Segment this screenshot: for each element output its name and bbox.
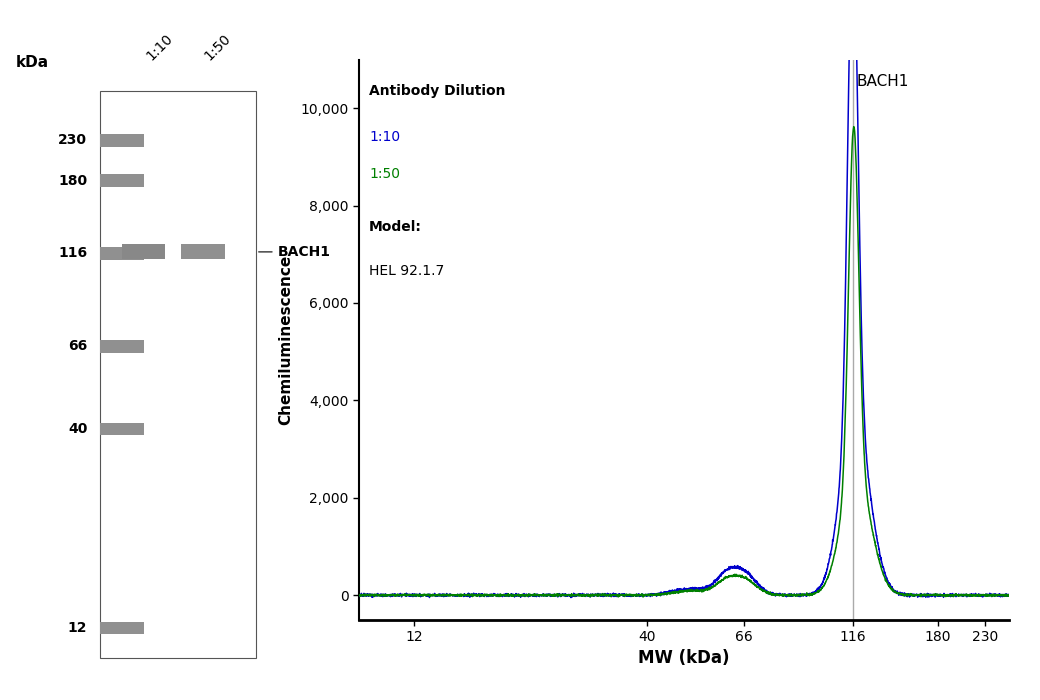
Bar <box>181 244 225 259</box>
Text: 1:50: 1:50 <box>202 32 233 63</box>
Y-axis label: Chemiluminescence: Chemiluminescence <box>278 254 293 425</box>
Text: 1:10: 1:10 <box>369 130 400 144</box>
Bar <box>100 340 144 353</box>
Bar <box>100 91 256 658</box>
Bar <box>122 244 165 259</box>
Text: HEL 92.1.7: HEL 92.1.7 <box>369 264 444 278</box>
X-axis label: MW (kDa): MW (kDa) <box>639 650 729 668</box>
Bar <box>100 174 144 187</box>
Text: kDa: kDa <box>16 55 49 70</box>
Text: 1:10: 1:10 <box>144 31 176 63</box>
Text: 230: 230 <box>58 133 87 147</box>
Text: 1:50: 1:50 <box>369 167 400 181</box>
Text: Model:: Model: <box>369 220 422 234</box>
Text: 12: 12 <box>68 621 87 635</box>
Bar <box>100 423 144 435</box>
Text: 180: 180 <box>58 174 87 188</box>
Bar <box>100 134 144 146</box>
Text: BACH1: BACH1 <box>856 74 909 89</box>
Text: BACH1: BACH1 <box>259 245 331 259</box>
Text: 116: 116 <box>58 246 87 260</box>
Text: Antibody Dilution: Antibody Dilution <box>369 84 505 98</box>
Text: 40: 40 <box>68 422 87 436</box>
Bar <box>100 247 144 260</box>
Text: 66: 66 <box>68 340 87 354</box>
Bar <box>100 622 144 634</box>
